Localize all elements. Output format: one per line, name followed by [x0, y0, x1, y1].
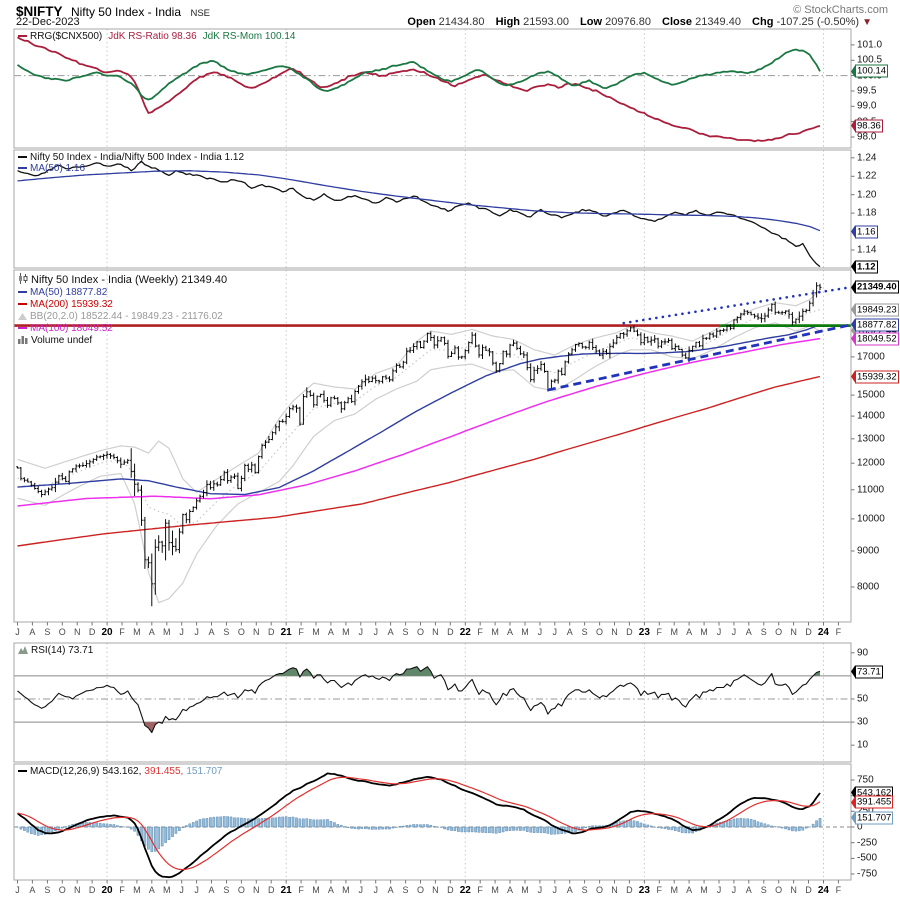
ratio-legend-line1: Nifty 50 Index - India/Nifty 500 Index -… — [18, 152, 250, 163]
ratio-ma50-swatch — [18, 167, 27, 170]
chg-value: -107.25 (-0.50%) — [776, 16, 860, 28]
macd-hist-value: 151.707 — [186, 766, 223, 777]
macd-signal-value: 391.455, — [144, 766, 184, 777]
exchange-label: NSE — [190, 8, 211, 19]
high-label: High — [495, 16, 521, 28]
high-value: 21593.00 — [523, 16, 569, 28]
ratio-legend-line2: MA(50) 1.16 — [18, 163, 91, 174]
price-panel — [14, 282, 851, 607]
ticker-symbol: $NIFTY — [16, 4, 63, 19]
ratio-label: Nifty 50 Index - India/Nifty 500 Index -… — [30, 152, 245, 163]
chg-label: Chg — [752, 16, 774, 28]
bb-label: BB(20,2.0) 18522.44 - 19849.23 - 21176.0… — [30, 311, 223, 322]
rrg-rs-mom-value: JdK RS-Mom 100.14 — [202, 31, 296, 42]
macd-value: 543.162, — [102, 766, 142, 777]
bollinger-band-icon — [18, 312, 27, 323]
volume-label: Volume undef — [31, 335, 93, 346]
rsi-panel — [14, 666, 851, 734]
price-bb-legend: BB(20,2.0) 18522.44 - 19849.23 - 21176.0… — [18, 311, 223, 323]
close-value: 21349.40 — [695, 16, 741, 28]
ratio-ma50-label: MA(50) 1.16 — [30, 163, 86, 174]
ma50-swatch — [18, 291, 27, 294]
rsi-legend: RSI(14) 73.71 — [18, 645, 93, 657]
price-ma100-legend: MA(100) 18049.52 — [18, 323, 113, 334]
header-title-row: $NIFTY Nifty 50 Index - India NSE — [16, 3, 210, 21]
rrg-legend: RRG($CNX500) JdK RS-Ratio 98.36 JdK RS-Mom… — [18, 31, 301, 42]
ratio-line-swatch — [18, 156, 27, 159]
quote-line: Open 21434.80 High 21593.00 Low 20976.80… — [399, 16, 872, 28]
candlestick-icon — [18, 273, 28, 287]
stockcharts-copyright-link[interactable]: © StockCharts.com — [793, 4, 888, 16]
close-label: Close — [662, 16, 693, 28]
down-arrow-icon: ▼ — [862, 17, 872, 28]
volume-bars-icon — [18, 335, 28, 347]
rrg-indicator-name: RRG($CNX500) — [30, 31, 103, 42]
ratio-panel — [17, 160, 821, 268]
macd-line-swatch — [18, 770, 27, 773]
price-ma50-legend: MA(50) 18877.82 — [18, 287, 107, 298]
low-value: 20976.80 — [605, 16, 651, 28]
volume-legend: Volume undef — [18, 335, 92, 347]
price-title: Nifty 50 Index - India (Weekly) 21349.40 — [31, 274, 228, 286]
rsi-area-icon — [18, 645, 28, 657]
chart-date: 22-Dec-2023 — [16, 16, 80, 28]
ma50-label: MA(50) 18877.82 — [30, 287, 108, 298]
rrg-line-swatch — [18, 35, 27, 38]
open-label: Open — [407, 16, 436, 28]
ma100-swatch — [18, 327, 27, 330]
macd-name: MACD(12,26,9) — [30, 766, 100, 777]
ma100-label: MA(100) 18049.52 — [30, 323, 113, 334]
macd-panel — [14, 772, 851, 879]
low-label: Low — [580, 16, 603, 28]
rrg-panel — [14, 36, 851, 143]
price-ma200-legend: MA(200) 15939.32 — [18, 299, 113, 310]
index-name: Nifty 50 Index - India — [70, 5, 182, 19]
ma200-label: MA(200) 15939.32 — [30, 299, 113, 310]
rsi-label: RSI(14) 73.71 — [31, 645, 94, 656]
open-value: 21434.80 — [438, 16, 485, 28]
ma200-swatch — [18, 303, 27, 306]
price-title-row: Nifty 50 Index - India (Weekly) 21349.40 — [18, 273, 227, 287]
macd-legend: MACD(12,26,9) 543.162, 391.455, 151.707 — [18, 766, 229, 777]
rrg-rs-ratio-value: JdK RS-Ratio 98.36 — [108, 31, 197, 42]
